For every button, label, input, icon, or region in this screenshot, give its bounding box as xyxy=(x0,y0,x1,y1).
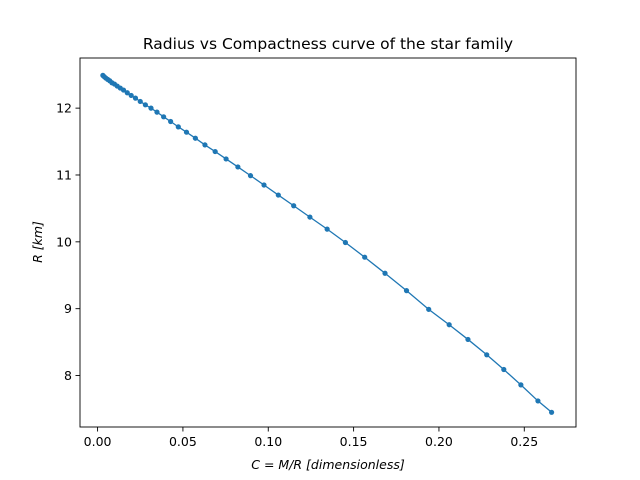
y-tick-label: 8 xyxy=(64,368,72,383)
data-point xyxy=(132,95,139,101)
y-axis: 8 9 10 11 12 xyxy=(56,101,80,383)
data-point xyxy=(307,214,313,220)
data-point xyxy=(124,90,130,96)
y-tick-label: 9 xyxy=(64,301,72,316)
y-axis-label: R [km] xyxy=(30,221,45,263)
x-tick-label: 0.10 xyxy=(254,434,282,449)
data-point xyxy=(192,135,198,141)
plot-area xyxy=(100,72,555,415)
data-point xyxy=(202,142,208,148)
data-point xyxy=(128,92,134,99)
data-point xyxy=(223,156,229,162)
data-point xyxy=(212,148,218,155)
data-point xyxy=(382,270,388,276)
x-tick-label: 0.15 xyxy=(340,434,368,449)
data-point xyxy=(362,254,368,260)
data-point xyxy=(465,336,471,343)
series-line xyxy=(102,74,553,413)
data-point xyxy=(501,366,507,373)
data-point xyxy=(446,322,452,328)
data-point xyxy=(261,182,267,188)
data-point xyxy=(484,352,490,358)
series-layer xyxy=(100,72,555,415)
x-tick-label: 0.05 xyxy=(169,434,197,449)
data-point xyxy=(518,382,524,388)
data-point xyxy=(548,409,555,415)
data-point xyxy=(291,203,297,209)
data-point xyxy=(342,239,349,246)
data-point xyxy=(154,109,160,115)
x-axis-label: C = M/R [dimensionless] xyxy=(251,457,405,472)
plot-frame xyxy=(79,57,577,428)
data-point xyxy=(403,288,410,294)
y-tick-label: 11 xyxy=(56,167,72,182)
data-point xyxy=(175,124,181,130)
x-tick-label: 0.00 xyxy=(84,434,112,449)
y-tick-label: 12 xyxy=(56,101,72,116)
chart-title: Radius vs Compactness curve of the star … xyxy=(143,35,513,53)
data-point xyxy=(120,87,127,93)
data-point xyxy=(535,398,541,404)
data-point xyxy=(275,192,281,198)
data-point xyxy=(168,118,174,125)
data-point xyxy=(426,306,432,312)
data-point xyxy=(142,102,148,108)
y-tick-label: 10 xyxy=(56,234,72,249)
data-point xyxy=(148,105,154,111)
data-point xyxy=(183,129,190,135)
data-point xyxy=(247,173,254,179)
x-tick-label: 0.20 xyxy=(425,434,453,449)
data-point xyxy=(324,226,330,232)
data-point xyxy=(137,98,143,105)
data-point xyxy=(235,164,241,170)
data-point xyxy=(161,114,167,120)
x-axis: 0.00 0.05 0.10 0.15 0.20 0.25 xyxy=(84,427,538,449)
x-tick-label: 0.25 xyxy=(510,434,538,449)
